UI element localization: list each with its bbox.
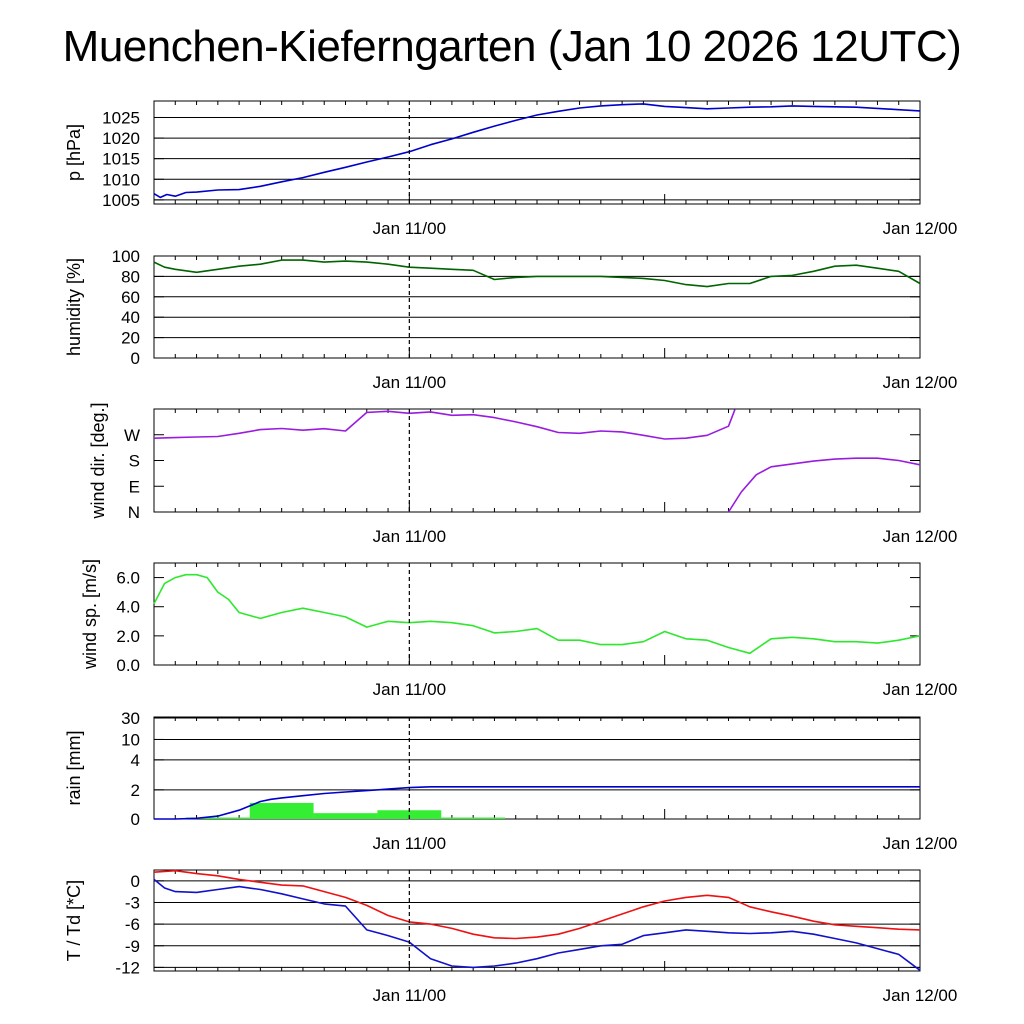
x-tick-label: Jan 12/00 (883, 219, 958, 238)
y-tick-label: 10 (121, 730, 140, 749)
y-tick-label: N (128, 503, 140, 522)
y-tick-label: 20 (121, 329, 140, 348)
y-tick-label: 40 (121, 308, 140, 327)
rain-bar (313, 813, 378, 819)
y-tick-label: 100 (112, 247, 140, 266)
x-tick-label: Jan 12/00 (883, 680, 958, 699)
y-tick-label: 0 (131, 872, 140, 891)
y-tick-label: 30 (121, 709, 140, 728)
series-line-1 (153, 869, 921, 940)
y-tick-label: 60 (121, 288, 140, 307)
series-line-1 (153, 573, 921, 655)
y-tick-label: 1025 (102, 108, 140, 127)
x-tick-label: Jan 12/00 (883, 373, 958, 392)
y-tick-label: 0 (131, 810, 140, 829)
panel-3 (153, 408, 921, 513)
panel-6 (153, 869, 921, 972)
plot-frame (153, 562, 921, 666)
y-tick-label: -9 (125, 937, 140, 956)
chart-title: Muenchen-Kieferngarten (Jan 10 2026 12UT… (62, 22, 962, 71)
y-tick-label: E (129, 477, 140, 496)
plot-frame (153, 255, 921, 359)
y-tick-label: 4 (131, 751, 140, 770)
panel-5 (153, 716, 921, 820)
y-tick-label: 4.0 (116, 598, 140, 617)
plot-frame (153, 869, 921, 972)
y-tick-label: 1010 (102, 170, 140, 189)
y-tick-label: -12 (115, 958, 140, 977)
x-tick-label: Jan 11/00 (373, 986, 446, 1005)
x-tick-label: Jan 11/00 (373, 527, 446, 546)
y-tick-label: 1005 (102, 191, 140, 210)
y-axis-label: wind sp. [m/s] (80, 559, 100, 670)
y-tick-label: S (129, 452, 140, 471)
panel-4 (153, 562, 921, 666)
x-tick-label: Jan 11/00 (373, 834, 446, 853)
series-line-1 (153, 409, 736, 440)
x-tick-label: Jan 12/00 (883, 527, 958, 546)
series-line-1 (153, 259, 921, 288)
rain-bar (249, 802, 314, 819)
series-line-1 (153, 103, 921, 199)
y-tick-label: 1015 (102, 150, 140, 169)
y-tick-label: 0 (131, 349, 140, 368)
y-axis-label: wind dir. [deg.] (88, 402, 108, 519)
y-tick-label: 2.0 (116, 627, 140, 646)
rain-bar (441, 817, 506, 819)
rain-bar (185, 817, 250, 819)
panel-1 (153, 100, 921, 205)
rain-bar (377, 810, 442, 819)
y-axis-label: T / Td [*C] (64, 880, 84, 961)
y-axis-label: rain [mm] (64, 730, 84, 805)
series-line-1 (154, 785, 920, 820)
x-tick-label: Jan 12/00 (883, 986, 958, 1005)
y-tick-label: -3 (125, 893, 140, 912)
y-tick-label: 2 (131, 781, 140, 800)
panel-2 (153, 255, 921, 359)
y-tick-label: 80 (121, 267, 140, 286)
y-tick-label: -6 (125, 915, 140, 934)
y-tick-label: 6.0 (116, 569, 140, 588)
plot-frame (153, 408, 921, 513)
y-tick-label: W (124, 426, 140, 445)
plot-frame (153, 100, 921, 205)
y-tick-label: 0.0 (116, 656, 140, 675)
y-axis-label: p [hPa] (64, 124, 84, 181)
x-tick-label: Jan 11/00 (373, 680, 446, 699)
y-axis-label: humidity [%] (64, 258, 84, 356)
x-tick-label: Jan 11/00 (373, 373, 446, 392)
y-tick-label: 1020 (102, 129, 140, 148)
series-line-2 (727, 457, 921, 513)
x-tick-label: Jan 11/00 (373, 219, 446, 238)
x-tick-label: Jan 12/00 (883, 834, 958, 853)
series-line-2 (153, 878, 921, 971)
